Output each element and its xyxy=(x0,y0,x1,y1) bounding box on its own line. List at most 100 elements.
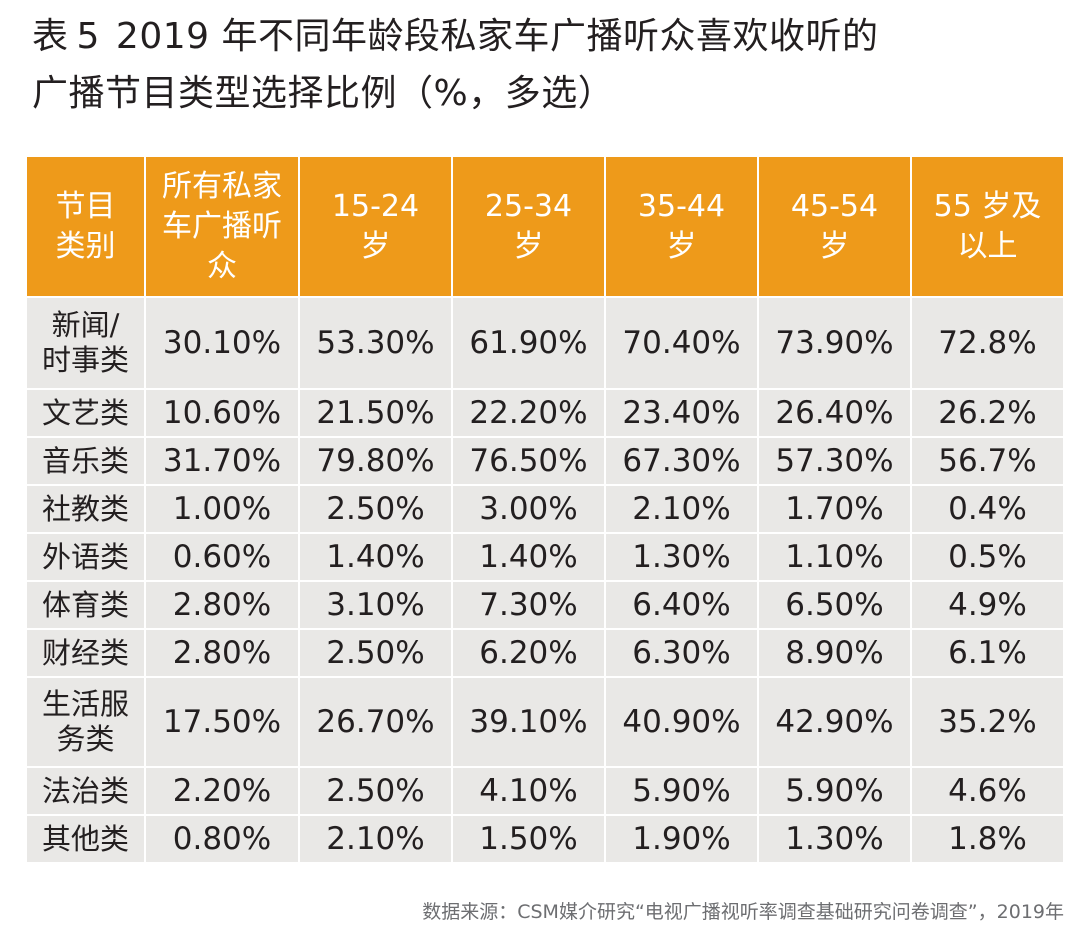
value-cell: 70.40% xyxy=(604,296,759,390)
column-header: 25-34 岁 xyxy=(451,155,606,298)
value-cell: 3.10% xyxy=(298,580,453,630)
column-header: 15-24 岁 xyxy=(298,155,453,298)
title-table-number: 5 xyxy=(76,16,100,57)
value-cell: 6.40% xyxy=(604,580,759,630)
title-text: 2019 年不同年龄段私家车广播听众喜欢收听的 xyxy=(115,16,879,57)
value-cell: 40.90% xyxy=(604,676,759,768)
column-header: 节目 类别 xyxy=(25,155,146,298)
value-cell: 61.90% xyxy=(451,296,606,390)
value-cell: 5.90% xyxy=(604,766,759,816)
row-category: 财经类 xyxy=(25,628,146,678)
value-cell: 67.30% xyxy=(604,436,759,486)
table-row: 社教类 1.00% 2.50% 3.00% 2.10% 1.70% 0.4% xyxy=(25,484,1065,534)
row-category: 文艺类 xyxy=(25,388,146,438)
value-cell: 2.50% xyxy=(298,628,453,678)
column-header-line: 节目 xyxy=(55,188,116,224)
value-cell: 2.50% xyxy=(298,766,453,816)
value-cell: 1.70% xyxy=(757,484,912,534)
row-category-line: 音乐类 xyxy=(41,443,129,478)
column-header-line: 岁 xyxy=(513,228,544,264)
row-category: 外语类 xyxy=(25,532,146,582)
value-cell: 76.50% xyxy=(451,436,606,486)
value-cell: 2.10% xyxy=(604,484,759,534)
value-cell: 42.90% xyxy=(757,676,912,768)
value-cell: 0.80% xyxy=(144,814,300,864)
value-cell: 0.60% xyxy=(144,532,300,582)
row-category-line: 文艺类 xyxy=(41,395,129,430)
value-cell: 6.1% xyxy=(910,628,1065,678)
row-category: 法治类 xyxy=(25,766,146,816)
column-header-line: 所有私家 xyxy=(162,168,282,204)
value-cell: 79.80% xyxy=(298,436,453,486)
row-category-line: 法治类 xyxy=(41,773,129,808)
column-header-line: 岁 xyxy=(819,228,850,264)
table-row: 外语类 0.60% 1.40% 1.40% 1.30% 1.10% 0.5% xyxy=(25,532,1065,582)
table-row: 新闻/时事类 30.10% 53.30% 61.90% 70.40% 73.90% 72.8… xyxy=(25,296,1065,390)
table-row: 音乐类 31.70% 79.80% 76.50% 67.30% 57.30% 56.7% xyxy=(25,436,1065,486)
row-category: 体育类 xyxy=(25,580,146,630)
row-category-line: 其他类 xyxy=(41,821,129,856)
row-category: 新闻/时事类 xyxy=(25,296,146,390)
column-header-line: 类别 xyxy=(55,228,116,264)
table-row: 财经类 2.80% 2.50% 6.20% 6.30% 8.90% 6.1% xyxy=(25,628,1065,678)
value-cell: 22.20% xyxy=(451,388,606,438)
value-cell: 4.9% xyxy=(910,580,1065,630)
row-category-line: 生活服 xyxy=(41,687,129,721)
value-cell: 1.40% xyxy=(451,532,606,582)
row-category-line: 财经类 xyxy=(41,635,129,670)
value-cell: 26.40% xyxy=(757,388,912,438)
value-cell: 26.70% xyxy=(298,676,453,768)
table-row: 文艺类 10.60% 21.50% 22.20% 23.40% 26.40% 26.2% xyxy=(25,388,1065,438)
row-category-line: 社教类 xyxy=(41,491,129,526)
title-prefix: 表 xyxy=(32,16,69,57)
row-category-line: 时事类 xyxy=(41,343,129,377)
value-cell: 6.30% xyxy=(604,628,759,678)
table-row: 法治类 2.20% 2.50% 4.10% 5.90% 5.90% 4.6% xyxy=(25,766,1065,816)
value-cell: 5.90% xyxy=(757,766,912,816)
column-header-line: 以上 xyxy=(957,228,1018,264)
value-cell: 73.90% xyxy=(757,296,912,390)
column-header-line: 15-24 xyxy=(331,188,420,224)
table-row: 其他类 0.80% 2.10% 1.50% 1.90% 1.30% 1.8% xyxy=(25,814,1065,864)
value-cell: 2.80% xyxy=(144,580,300,630)
data-table: 节目类别 所有私家 车广播听众 15-24 岁 25-34 岁 35-44 岁 45-54 岁 55 … xyxy=(25,155,1065,864)
row-category-line: 外语类 xyxy=(41,539,129,574)
column-header: 所有私家 车广播听众 xyxy=(144,155,300,298)
value-cell: 35.2% xyxy=(910,676,1065,768)
value-cell: 6.50% xyxy=(757,580,912,630)
table-row: 体育类 2.80% 3.10% 7.30% 6.40% 6.50% 4.9% xyxy=(25,580,1065,630)
value-cell: 8.90% xyxy=(757,628,912,678)
value-cell: 4.6% xyxy=(910,766,1065,816)
table-row: 生活服 务类 17.50% 26.70% 39.10% 40.90% 42.90% 35.2% xyxy=(25,676,1065,768)
column-header-line: 55 岁及 xyxy=(933,188,1042,224)
value-cell: 4.10% xyxy=(451,766,606,816)
value-cell: 56.7% xyxy=(910,436,1065,486)
value-cell: 1.00% xyxy=(144,484,300,534)
value-cell: 0.5% xyxy=(910,532,1065,582)
source-note: 数据来源：CSM媒介研究“电视广播视听率调查基础研究问卷调查”，2019年 xyxy=(422,901,1064,923)
value-cell: 1.50% xyxy=(451,814,606,864)
row-category: 生活服 务类 xyxy=(25,676,146,768)
value-cell: 2.10% xyxy=(298,814,453,864)
title-line-1: 表 5 2019 年不同年龄段私家车广播听众喜欢收听的 xyxy=(32,8,1062,65)
row-category-line: 务类 xyxy=(56,722,115,756)
value-cell: 17.50% xyxy=(144,676,300,768)
value-cell: 6.20% xyxy=(451,628,606,678)
value-cell: 1.40% xyxy=(298,532,453,582)
value-cell: 1.10% xyxy=(757,532,912,582)
value-cell: 26.2% xyxy=(910,388,1065,438)
value-cell: 7.30% xyxy=(451,580,606,630)
value-cell: 1.90% xyxy=(604,814,759,864)
column-header-line: 45-54 xyxy=(790,188,879,224)
value-cell: 2.50% xyxy=(298,484,453,534)
value-cell: 39.10% xyxy=(451,676,606,768)
row-category-line: 新闻/ xyxy=(51,308,120,342)
header-row: 节目类别 所有私家 车广播听众 15-24 岁 25-34 岁 35-44 岁 45-54 岁 55 … xyxy=(25,155,1065,298)
value-cell: 72.8% xyxy=(910,296,1065,390)
table-body: 新闻/时事类 30.10% 53.30% 61.90% 70.40% 73.90% 72.8… xyxy=(25,296,1065,864)
row-category: 社教类 xyxy=(25,484,146,534)
column-header-line: 35-44 xyxy=(637,188,726,224)
value-cell: 2.20% xyxy=(144,766,300,816)
value-cell: 53.30% xyxy=(298,296,453,390)
value-cell: 31.70% xyxy=(144,436,300,486)
